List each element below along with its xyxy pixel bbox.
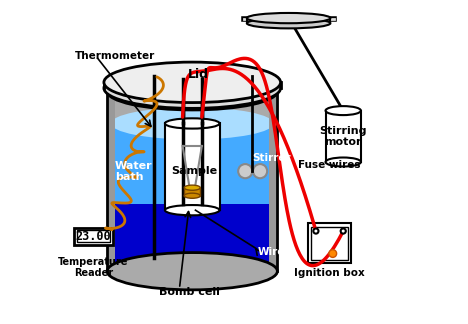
FancyBboxPatch shape	[107, 91, 115, 271]
FancyBboxPatch shape	[124, 91, 130, 271]
FancyBboxPatch shape	[326, 110, 361, 162]
Ellipse shape	[184, 185, 200, 190]
Text: Stirring
motor: Stirring motor	[320, 125, 367, 147]
FancyBboxPatch shape	[270, 91, 278, 271]
Ellipse shape	[238, 164, 252, 178]
Text: Thermometer: Thermometer	[75, 51, 155, 61]
Ellipse shape	[253, 164, 267, 178]
Ellipse shape	[165, 205, 219, 215]
Text: Temperature
Reader: Temperature Reader	[58, 257, 129, 278]
Ellipse shape	[107, 253, 278, 290]
FancyBboxPatch shape	[77, 230, 110, 242]
Ellipse shape	[104, 68, 281, 108]
FancyBboxPatch shape	[130, 91, 136, 271]
FancyBboxPatch shape	[184, 188, 200, 196]
Ellipse shape	[326, 106, 361, 115]
Text: Lid: Lid	[188, 68, 209, 81]
Ellipse shape	[247, 18, 330, 29]
Text: Bomb cell: Bomb cell	[159, 287, 219, 297]
Text: Stirrer: Stirrer	[252, 153, 291, 163]
Text: Sample: Sample	[171, 166, 217, 176]
FancyBboxPatch shape	[74, 227, 113, 245]
Text: Fuse wires: Fuse wires	[298, 160, 361, 170]
Ellipse shape	[111, 252, 273, 284]
Text: Ignition box: Ignition box	[294, 268, 365, 278]
Text: Water
bath: Water bath	[115, 161, 153, 182]
FancyBboxPatch shape	[111, 204, 273, 268]
Ellipse shape	[314, 228, 319, 234]
Ellipse shape	[341, 228, 346, 234]
FancyBboxPatch shape	[308, 223, 351, 263]
Text: Wire: Wire	[258, 247, 285, 257]
FancyBboxPatch shape	[107, 91, 113, 271]
Ellipse shape	[111, 107, 273, 140]
Ellipse shape	[111, 75, 273, 107]
Ellipse shape	[184, 193, 200, 198]
FancyBboxPatch shape	[165, 123, 219, 210]
Ellipse shape	[165, 118, 219, 129]
Ellipse shape	[329, 250, 336, 257]
FancyBboxPatch shape	[113, 91, 118, 271]
FancyBboxPatch shape	[111, 123, 273, 268]
FancyBboxPatch shape	[107, 91, 278, 271]
Ellipse shape	[104, 62, 281, 103]
Text: 23.00: 23.00	[76, 230, 111, 243]
Ellipse shape	[247, 13, 330, 23]
Ellipse shape	[326, 157, 361, 167]
FancyBboxPatch shape	[118, 91, 124, 271]
